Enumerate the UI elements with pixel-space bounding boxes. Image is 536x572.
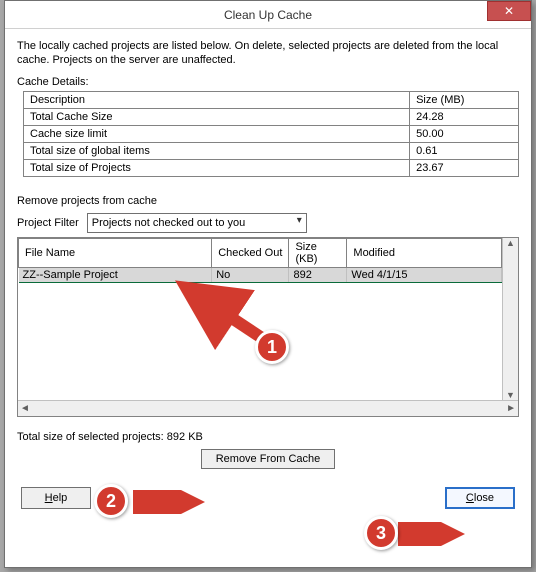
project-filter-select[interactable]: Projects not checked out to you (87, 213, 307, 233)
cache-details-label: Cache Details: (17, 76, 519, 88)
cell-desc: Total Cache Size (24, 108, 410, 125)
cell-size: 24.28 (410, 108, 519, 125)
help-mnemonic: H (45, 492, 53, 504)
help-button[interactable]: Help (21, 487, 91, 509)
cell-desc: Total size of global items (24, 142, 410, 159)
remove-section-label: Remove projects from cache (17, 195, 519, 207)
remove-from-cache-button[interactable]: Remove From Cache (201, 449, 336, 469)
cell-modified: Wed 4/1/15 (347, 267, 502, 282)
total-selected-value: 892 KB (167, 431, 203, 443)
scroll-left-icon[interactable]: ◄ (20, 403, 30, 414)
cell-size: 0.61 (410, 142, 519, 159)
intro-text: The locally cached projects are listed b… (17, 39, 519, 68)
bottom-button-row: Help Close (17, 487, 519, 509)
cell-desc: Total size of Projects (24, 159, 410, 176)
col-filename[interactable]: File Name (19, 238, 212, 267)
cell-desc: Cache size limit (24, 125, 410, 142)
vertical-scrollbar[interactable]: ▲▼ (502, 238, 518, 400)
window-title: Clean Up Cache (5, 8, 531, 22)
table-header-row: File Name Checked Out Size (KB) Modified (19, 238, 502, 267)
close-icon[interactable]: ✕ (487, 1, 531, 21)
total-selected-prefix: Total size of selected projects: (17, 431, 167, 443)
scroll-up-icon[interactable]: ▲ (506, 238, 515, 248)
cell-size: 23.67 (410, 159, 519, 176)
dialog-body: The locally cached projects are listed b… (5, 29, 531, 519)
cell-size: 50.00 (410, 125, 519, 142)
scroll-right-icon[interactable]: ► (506, 403, 516, 414)
col-modified[interactable]: Modified (347, 238, 502, 267)
col-checked-out[interactable]: Checked Out (212, 238, 289, 267)
titlebar: Clean Up Cache ✕ (5, 1, 531, 29)
cell-size: 892 (289, 267, 347, 282)
close-mnemonic: C (466, 492, 474, 504)
table-row: Cache size limit50.00 (24, 125, 519, 142)
close-rest: lose (474, 492, 494, 504)
total-selected-line: Total size of selected projects: 892 KB (17, 431, 519, 443)
annotation-arrow-3 (398, 522, 468, 546)
table-row: Total size of Projects23.67 (24, 159, 519, 176)
col-size-kb[interactable]: Size (KB) (289, 238, 347, 267)
filter-row: Project Filter Projects not checked out … (17, 213, 519, 233)
remove-button-row: Remove From Cache (17, 449, 519, 469)
help-rest: elp (53, 492, 68, 504)
table-row: Total size of global items0.61 (24, 142, 519, 159)
col-description[interactable]: Description (24, 91, 410, 108)
close-button[interactable]: Close (445, 487, 515, 509)
annotation-badge-1: 1 (255, 330, 289, 364)
horizontal-scrollbar[interactable]: ◄ ► (18, 400, 518, 416)
table-header-row: Description Size (MB) (24, 91, 519, 108)
table-row: Total Cache Size24.28 (24, 108, 519, 125)
col-size-mb[interactable]: Size (MB) (410, 91, 519, 108)
filter-select-wrap: Projects not checked out to you (87, 213, 307, 233)
scroll-down-icon[interactable]: ▼ (506, 390, 515, 400)
cache-details-table: Description Size (MB) Total Cache Size24… (23, 91, 519, 177)
filter-label: Project Filter (17, 217, 79, 229)
annotation-arrow-2 (128, 490, 208, 514)
annotation-badge-2: 2 (94, 484, 128, 518)
annotation-badge-3: 3 (364, 516, 398, 550)
